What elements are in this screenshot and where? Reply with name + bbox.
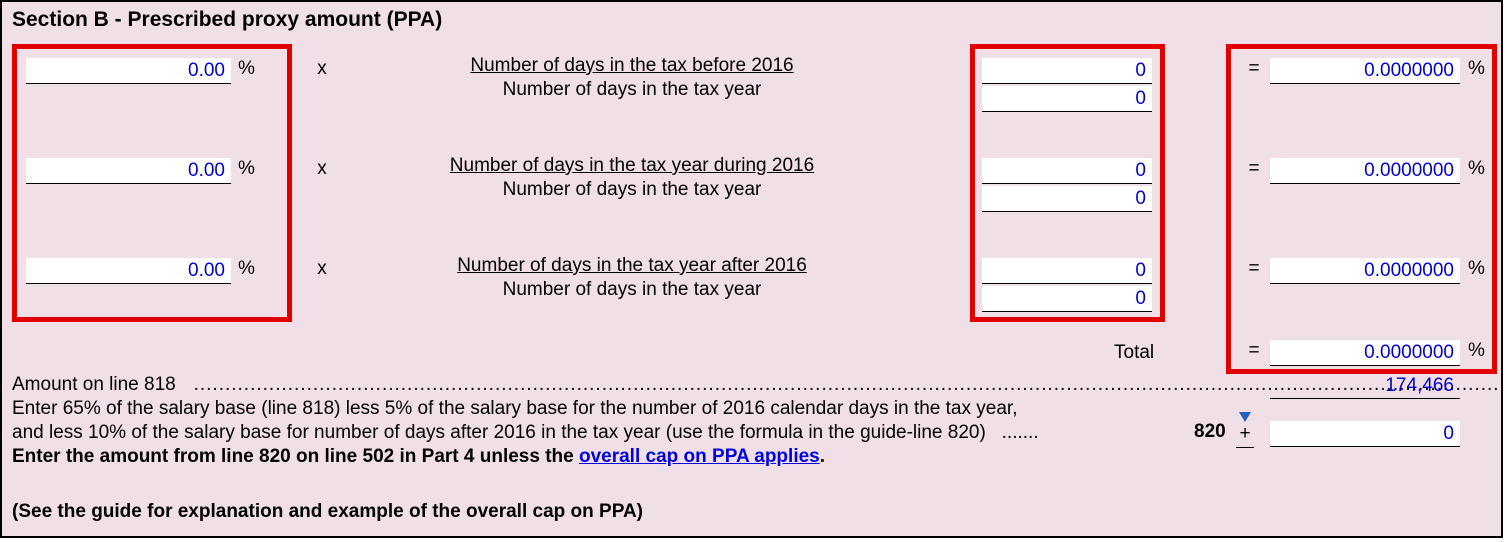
footer-note: (See the guide for explanation and examp…	[12, 500, 643, 524]
days-den-after-2016[interactable]: 0	[982, 286, 1152, 312]
line-820-number: 820	[1194, 421, 1226, 443]
days-num-after-2016[interactable]: 0	[982, 258, 1152, 284]
pct-sign: %	[1468, 158, 1492, 180]
fraction-label-before-2016: Number of days in the tax before 2016 Nu…	[382, 55, 882, 101]
total-result[interactable]: 0.0000000	[1270, 340, 1460, 366]
days-den-before-2016[interactable]: 0	[982, 86, 1152, 112]
line-502-instruction: Enter the amount from line 820 on line 5…	[12, 445, 825, 469]
pct-sign: %	[238, 158, 262, 180]
overall-cap-link[interactable]: overall cap on PPA applies	[579, 446, 820, 467]
times-sign: x	[314, 258, 330, 280]
highlight-results	[1226, 44, 1497, 374]
frac-den: Number of days in the tax year	[382, 79, 882, 101]
days-den-during-2016[interactable]: 0	[982, 186, 1152, 212]
equals-sign: =	[1246, 58, 1262, 80]
equals-sign: =	[1246, 158, 1262, 180]
frac-num: Number of days in the tax before 2016	[382, 55, 882, 77]
line-818-value: 174,466	[1270, 373, 1460, 399]
pct-sign: %	[1468, 58, 1492, 80]
line-820-value[interactable]: 0	[1270, 421, 1460, 447]
frac-num: Number of days in the tax year after 201…	[382, 255, 882, 277]
pct-sign: %	[1468, 340, 1492, 362]
result-during-2016[interactable]: 0.0000000	[1270, 158, 1460, 184]
pct-sign: %	[238, 58, 262, 80]
frac-den: Number of days in the tax year	[382, 179, 882, 201]
days-num-during-2016[interactable]: 0	[982, 158, 1152, 184]
result-before-2016[interactable]: 0.0000000	[1270, 58, 1460, 84]
frac-den: Number of days in the tax year	[382, 279, 882, 301]
equals-sign: =	[1246, 258, 1262, 280]
fraction-label-after-2016: Number of days in the tax year after 201…	[382, 255, 882, 301]
frac-num: Number of days in the tax year during 20…	[382, 155, 882, 177]
times-sign: x	[314, 158, 330, 180]
result-after-2016[interactable]: 0.0000000	[1270, 258, 1460, 284]
times-sign: x	[314, 58, 330, 80]
pct-input-before-2016[interactable]: 0.00	[26, 58, 231, 84]
days-num-before-2016[interactable]: 0	[982, 58, 1152, 84]
fraction-label-during-2016: Number of days in the tax year during 20…	[382, 155, 882, 201]
pct-input-during-2016[interactable]: 0.00	[26, 158, 231, 184]
section-b-panel: Section B - Prescribed proxy amount (PPA…	[0, 0, 1503, 538]
equals-sign: =	[1246, 340, 1262, 362]
plus-sign: +	[1236, 421, 1254, 448]
pct-input-after-2016[interactable]: 0.00	[26, 258, 231, 284]
pct-sign: %	[1468, 258, 1492, 280]
line-820-text: Enter 65% of the salary base (line 818) …	[12, 397, 1192, 445]
total-label: Total	[1114, 342, 1154, 364]
section-title: Section B - Prescribed proxy amount (PPA…	[12, 8, 442, 32]
pct-sign: %	[238, 258, 262, 280]
